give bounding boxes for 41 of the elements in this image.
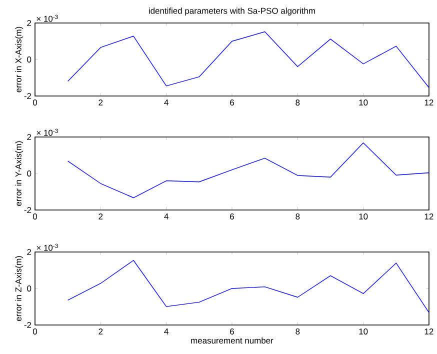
x-tick-label: 2 xyxy=(98,328,103,334)
x-tick-label: 6 xyxy=(230,328,234,334)
x-tick-label: 8 xyxy=(296,214,300,220)
text: × 10$^{-3}$ xyxy=(36,14,58,22)
y-tick-label: 2 xyxy=(27,134,32,140)
x-tick-label: 12 xyxy=(424,328,434,334)
y-tick-label: 0 xyxy=(27,170,32,176)
line-series xyxy=(67,142,430,198)
x-tick-label: 8 xyxy=(296,328,300,334)
line-series xyxy=(67,31,430,88)
x-tick-label: 2 xyxy=(98,100,103,106)
y-tick-label: -2 xyxy=(24,207,32,213)
line-series xyxy=(67,260,430,313)
x-tick-label: 4 xyxy=(164,100,168,106)
y-tick-label: 2 xyxy=(27,20,32,26)
y-axis-title: error in Z-Axis(m) xyxy=(15,256,24,322)
x-tick-label: 10 xyxy=(359,214,368,220)
x-tick-label: 0 xyxy=(32,214,38,220)
x-tick-label: 12 xyxy=(424,100,434,106)
x-tick-label: 6 xyxy=(230,214,234,220)
x-tick-label: 10 xyxy=(359,100,368,106)
x-tick-label: 8 xyxy=(296,100,300,106)
x-tick-label: 4 xyxy=(164,214,168,220)
y-axis-title: error in Y-Axis(m) xyxy=(15,141,24,206)
text: × 10$^{-3}$ xyxy=(36,244,58,251)
x-axis-title: measurement number xyxy=(191,337,274,344)
x-tick-label: 0 xyxy=(32,100,38,106)
x-tick-label: 12 xyxy=(424,214,434,220)
x-tick-label: 10 xyxy=(359,328,368,334)
chart-title: identified parameters with Sa-PSO algorithm xyxy=(149,8,315,16)
x-tick-label: 4 xyxy=(164,328,168,334)
y-axis-title: error in X-Axis(m) xyxy=(15,26,24,92)
x-tick-label: 0 xyxy=(32,328,38,334)
y-tick-label: 0 xyxy=(27,286,32,292)
y-tick-label: -2 xyxy=(24,322,32,328)
x-tick-label: 6 xyxy=(230,100,234,106)
text: × 10$^{-3}$ xyxy=(36,128,58,136)
y-tick-label: 2 xyxy=(27,249,32,255)
x-tick-label: 2 xyxy=(98,214,103,220)
y-tick-label: -2 xyxy=(24,93,32,99)
y-tick-label: 0 xyxy=(27,56,32,63)
